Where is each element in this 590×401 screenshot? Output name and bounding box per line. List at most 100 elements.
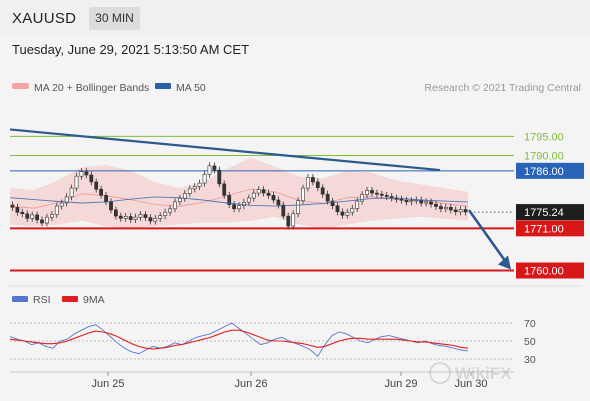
candle-body — [355, 200, 360, 209]
candle-body — [365, 190, 370, 195]
candle-body — [202, 174, 207, 184]
candle-body — [69, 187, 74, 198]
x-tick-label: Jun 26 — [234, 378, 267, 390]
candle-body — [330, 200, 335, 207]
symbol-label: XAUUSD — [12, 10, 77, 27]
candle-body — [89, 174, 94, 183]
trendline-group — [9, 128, 511, 270]
candle-body — [173, 201, 177, 210]
x-tick-label: Jun 30 — [454, 378, 487, 390]
candle-body — [261, 189, 266, 194]
candle-body — [138, 214, 143, 218]
candle-body — [350, 208, 355, 213]
ma50-line — [9, 196, 469, 207]
candle-body — [94, 181, 99, 190]
x-axis-ticks: Jun 25 Jun 26 Jun 29 Jun 30 — [91, 372, 488, 390]
watermark-text: WikiFX — [455, 364, 512, 383]
candle-body — [59, 202, 64, 207]
candle-body — [222, 183, 227, 196]
candle-body — [463, 209, 468, 213]
candle-body — [114, 209, 118, 217]
rsi-tick-label: 30 — [524, 354, 536, 366]
bollinger-legend-label: MA 20 + Bollinger Bands — [34, 82, 149, 94]
candle-body — [443, 207, 448, 210]
candle-body — [379, 193, 384, 196]
candle-body — [409, 200, 414, 203]
candle-body — [404, 200, 409, 203]
level-label-1771.00: 1771.00 — [524, 223, 564, 235]
ma9-legend-swatch — [62, 296, 78, 302]
candle-body — [158, 215, 163, 219]
candle-body — [429, 201, 434, 205]
x-tick-label: Jun 29 — [384, 378, 417, 390]
candle-body — [434, 203, 438, 207]
candle-body — [453, 209, 458, 213]
candle-body — [54, 205, 59, 215]
candle-body — [301, 187, 305, 202]
candle-body — [237, 205, 241, 210]
candle-body — [49, 214, 54, 218]
candle-body — [20, 211, 25, 214]
ma50-legend-label: MA 50 — [176, 82, 206, 94]
candle-body — [232, 204, 237, 210]
candle-body — [168, 208, 173, 213]
candle-body — [291, 213, 296, 227]
candle-body — [128, 216, 133, 220]
candle-body — [10, 204, 15, 208]
level-label-1790.00: 1790.00 — [524, 151, 564, 163]
candle-body — [370, 190, 374, 194]
candle-body — [197, 182, 202, 187]
projection-arrowhead — [498, 255, 511, 270]
trendline — [9, 128, 441, 172]
rsi-line — [9, 322, 469, 357]
candle-body — [212, 165, 217, 171]
ma9-line — [9, 329, 469, 350]
candle-body — [276, 199, 281, 206]
chart-datetime: Tuesday, June 29, 2021 5:13:50 AM CET — [12, 42, 250, 57]
candle-body — [384, 195, 389, 197]
x-tick-label: Jun 25 — [91, 378, 124, 390]
candle-body — [374, 192, 379, 195]
candle-body — [79, 171, 84, 177]
candle-body — [227, 195, 232, 205]
candle-body — [310, 177, 315, 183]
candle-body — [192, 186, 197, 190]
level-label-box-1760.00 — [516, 262, 584, 279]
candle-body — [163, 211, 168, 216]
candle-body — [458, 209, 463, 213]
candle-body — [45, 216, 49, 224]
candle-body — [15, 207, 20, 213]
current-price-label: 1775.24 — [524, 207, 564, 219]
candle-body — [424, 201, 429, 204]
candle-body — [306, 177, 310, 189]
candle-body — [325, 193, 330, 202]
candles — [10, 162, 468, 230]
candle-body — [25, 213, 30, 219]
level-label-box-1786.00 — [516, 162, 584, 179]
ma9-legend-label: 9MA — [83, 294, 105, 306]
level-lines — [10, 135, 514, 272]
ma50-line-group — [9, 196, 469, 207]
timeframe-button[interactable]: 30 MIN — [89, 7, 140, 30]
candle-body — [40, 219, 44, 224]
rsi-panel: 70 50 30 — [9, 318, 536, 366]
candle-body — [399, 198, 404, 201]
bollinger-bands — [9, 157, 469, 229]
candle-body — [296, 200, 301, 214]
candle-body — [109, 201, 113, 211]
candle-body — [360, 194, 365, 202]
candle-body — [286, 215, 291, 227]
candle-body — [74, 175, 79, 189]
candle-body — [281, 204, 286, 217]
candle-body — [133, 216, 138, 220]
candle-body — [118, 215, 123, 219]
bollinger-legend-swatch — [12, 83, 29, 89]
candle-body — [256, 189, 261, 194]
rsi-tick-label: 70 — [524, 318, 536, 330]
rsi-tick-label: 50 — [524, 336, 536, 348]
level-label-1795.00: 1795.00 — [524, 131, 564, 143]
candle-body — [242, 202, 246, 207]
level-label-1786.00: 1786.00 — [524, 166, 564, 178]
candle-body — [438, 206, 443, 210]
bollinger-band-area — [10, 157, 468, 229]
